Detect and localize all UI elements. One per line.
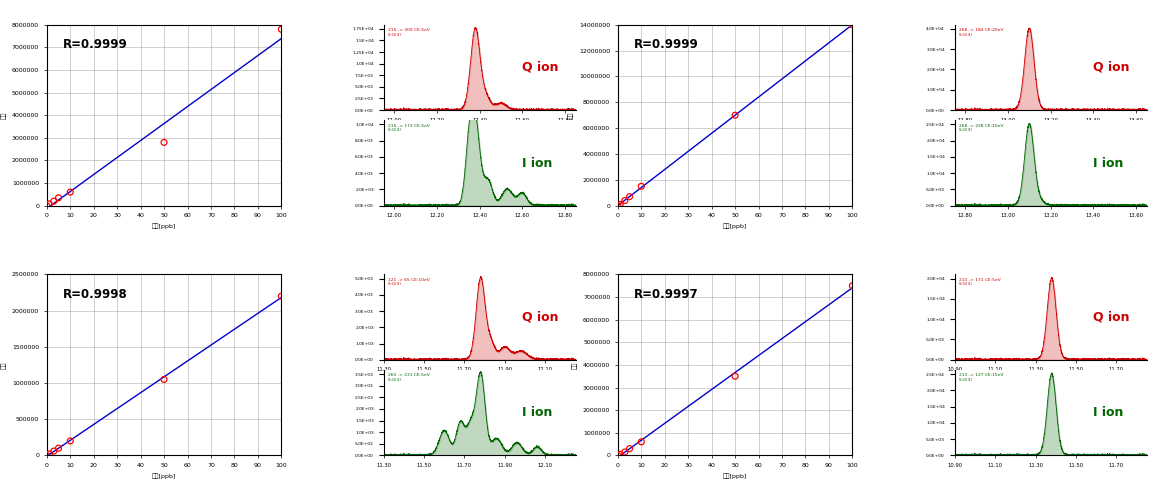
Point xyxy=(271,25,290,33)
Text: R=0.9999: R=0.9999 xyxy=(63,38,128,51)
Point xyxy=(40,450,58,458)
Text: 215 -> 173 CE:5eV
S-G(3): 215 -> 173 CE:5eV S-G(3) xyxy=(387,124,429,132)
Y-axis label: 面積: 面積 xyxy=(567,111,573,119)
Text: 268 -> 184 CE:20eV
S-G(3): 268 -> 184 CE:20eV S-G(3) xyxy=(958,28,1003,37)
Y-axis label: 面積: 面積 xyxy=(1,361,6,369)
Point xyxy=(154,139,173,147)
Point xyxy=(632,438,651,446)
Point xyxy=(40,200,58,208)
Text: 268 -> 228 CE:10eV
S-G(3): 268 -> 228 CE:10eV S-G(3) xyxy=(958,124,1003,132)
Title: Triallate: Triallate xyxy=(846,8,918,26)
Title: Chlorpropham: Chlorpropham xyxy=(818,258,947,276)
X-axis label: 濃度[ppb]: 濃度[ppb] xyxy=(723,474,748,479)
Title: Atrazine: Atrazine xyxy=(274,8,349,26)
Point xyxy=(49,194,68,202)
X-axis label: 濃度[ppb]: 濃度[ppb] xyxy=(152,474,177,479)
Point xyxy=(844,282,862,290)
Point xyxy=(44,447,63,455)
Text: I ion: I ion xyxy=(522,156,552,169)
Title: Phorate: Phorate xyxy=(276,258,346,276)
Point xyxy=(37,451,56,459)
Text: Q ion: Q ion xyxy=(522,311,558,324)
Text: I ion: I ion xyxy=(1093,156,1123,169)
Point xyxy=(608,451,627,459)
Text: R=0.9997: R=0.9997 xyxy=(634,288,698,301)
Text: 213 -> 127 CE:15eV
S-G(3): 213 -> 127 CE:15eV S-G(3) xyxy=(958,373,1003,382)
Point xyxy=(608,202,627,210)
Point xyxy=(844,21,862,29)
Point xyxy=(44,197,63,205)
Point xyxy=(271,292,290,300)
Point xyxy=(620,193,639,200)
Point xyxy=(615,448,634,456)
Text: 260 -> 231 CE:5eV
S-G(3): 260 -> 231 CE:5eV S-G(3) xyxy=(387,373,429,382)
Text: Q ion: Q ion xyxy=(1093,61,1129,74)
Point xyxy=(37,202,56,210)
Y-axis label: 面積: 面積 xyxy=(1,111,6,119)
Point xyxy=(154,375,173,383)
Point xyxy=(615,197,634,204)
Point xyxy=(725,111,744,119)
Text: R=0.9999: R=0.9999 xyxy=(634,38,698,51)
Text: I ion: I ion xyxy=(1093,406,1123,419)
Text: 215 -> 200 CE:5eV
S-G(3): 215 -> 200 CE:5eV S-G(3) xyxy=(387,28,429,37)
Point xyxy=(611,450,629,458)
Text: Q ion: Q ion xyxy=(522,61,558,74)
Point xyxy=(49,444,68,452)
Text: I ion: I ion xyxy=(522,406,552,419)
Point xyxy=(725,372,744,380)
Text: Q ion: Q ion xyxy=(1093,311,1129,324)
Text: 213 -> 171 CE:5eV
S-G(3): 213 -> 171 CE:5eV S-G(3) xyxy=(958,278,1000,287)
Point xyxy=(611,200,629,208)
X-axis label: 濃度[ppb]: 濃度[ppb] xyxy=(152,224,177,230)
Y-axis label: 面積: 面積 xyxy=(572,361,578,369)
Point xyxy=(61,437,80,445)
Text: R=0.9998: R=0.9998 xyxy=(63,288,128,301)
Point xyxy=(632,182,651,190)
X-axis label: 濃度[ppb]: 濃度[ppb] xyxy=(723,224,748,230)
Text: 121 -> 65 CE:10eV
S-G(3): 121 -> 65 CE:10eV S-G(3) xyxy=(387,278,429,287)
Point xyxy=(61,188,80,196)
Point xyxy=(620,445,639,452)
